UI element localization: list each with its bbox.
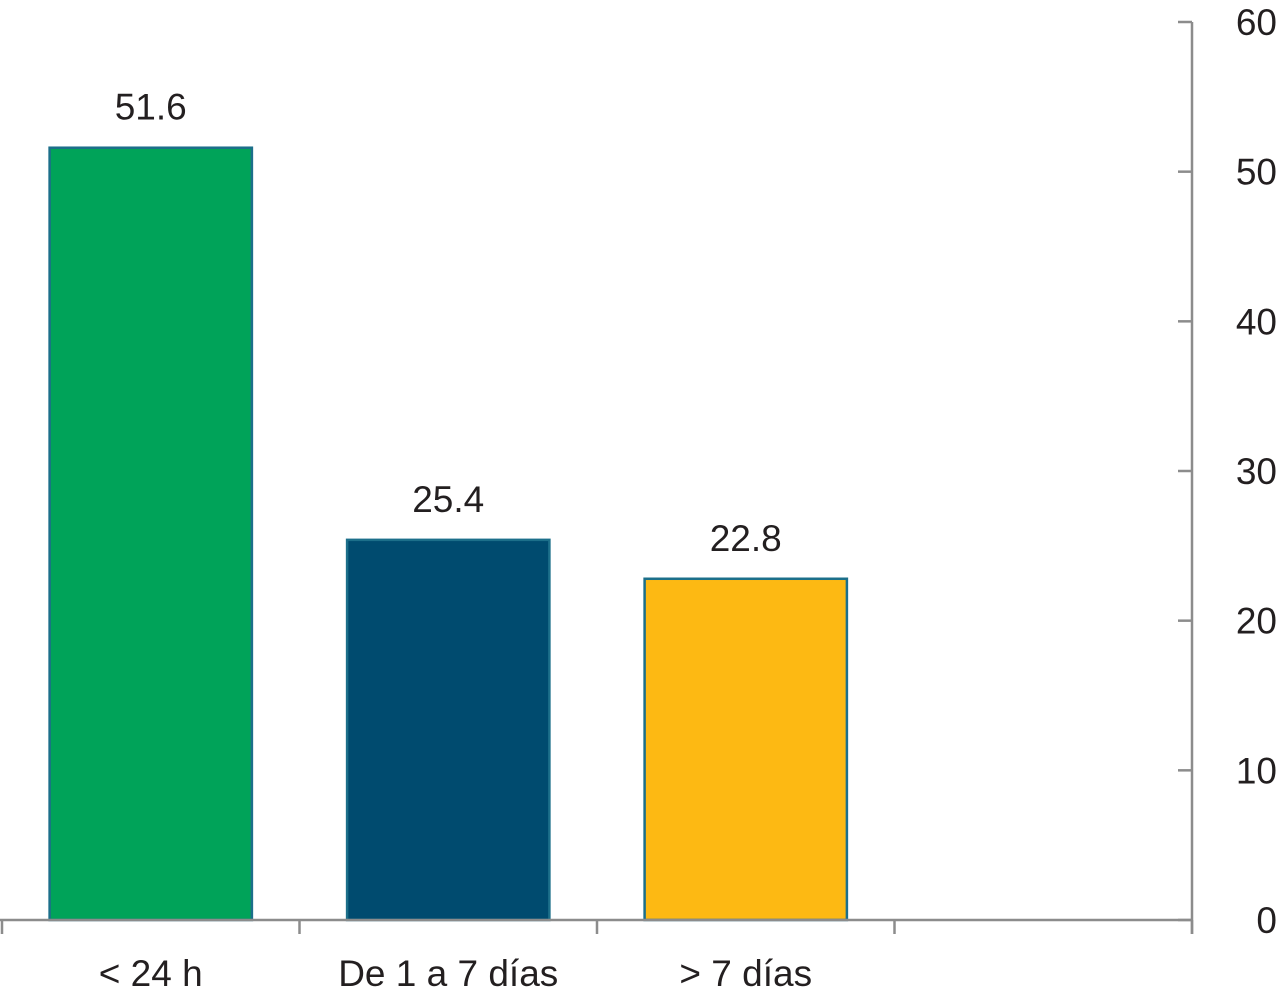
x-ticks-group: [0, 920, 1194, 934]
y-tick-label-60: 60: [1236, 2, 1277, 43]
data-labels-group: 51.6 25.4 22.8: [115, 87, 782, 559]
category-label-1: < 24 h: [99, 953, 203, 994]
y-tick-label-0: 0: [1256, 900, 1277, 941]
bars-group: [48, 146, 849, 922]
y-tick-label-40: 40: [1236, 301, 1277, 342]
y-tick-label-50: 50: [1236, 152, 1277, 193]
data-label-1: 51.6: [115, 87, 187, 128]
bar-1: [48, 146, 254, 922]
y-tick-label-10: 10: [1236, 750, 1277, 791]
bar-2: [345, 538, 551, 922]
category-label-3: > 7 días: [679, 953, 812, 994]
data-label-3: 22.8: [710, 518, 782, 559]
y-ticks-group: 0 10 20 30 40 50 60: [1178, 2, 1277, 941]
category-label-2: De 1 a 7 días: [338, 953, 558, 994]
category-labels-group: < 24 h De 1 a 7 días > 7 días: [99, 953, 812, 994]
bar-3: [643, 577, 849, 922]
y-tick-label-30: 30: [1236, 451, 1277, 492]
data-label-2: 25.4: [412, 479, 484, 520]
y-tick-label-20: 20: [1236, 601, 1277, 642]
